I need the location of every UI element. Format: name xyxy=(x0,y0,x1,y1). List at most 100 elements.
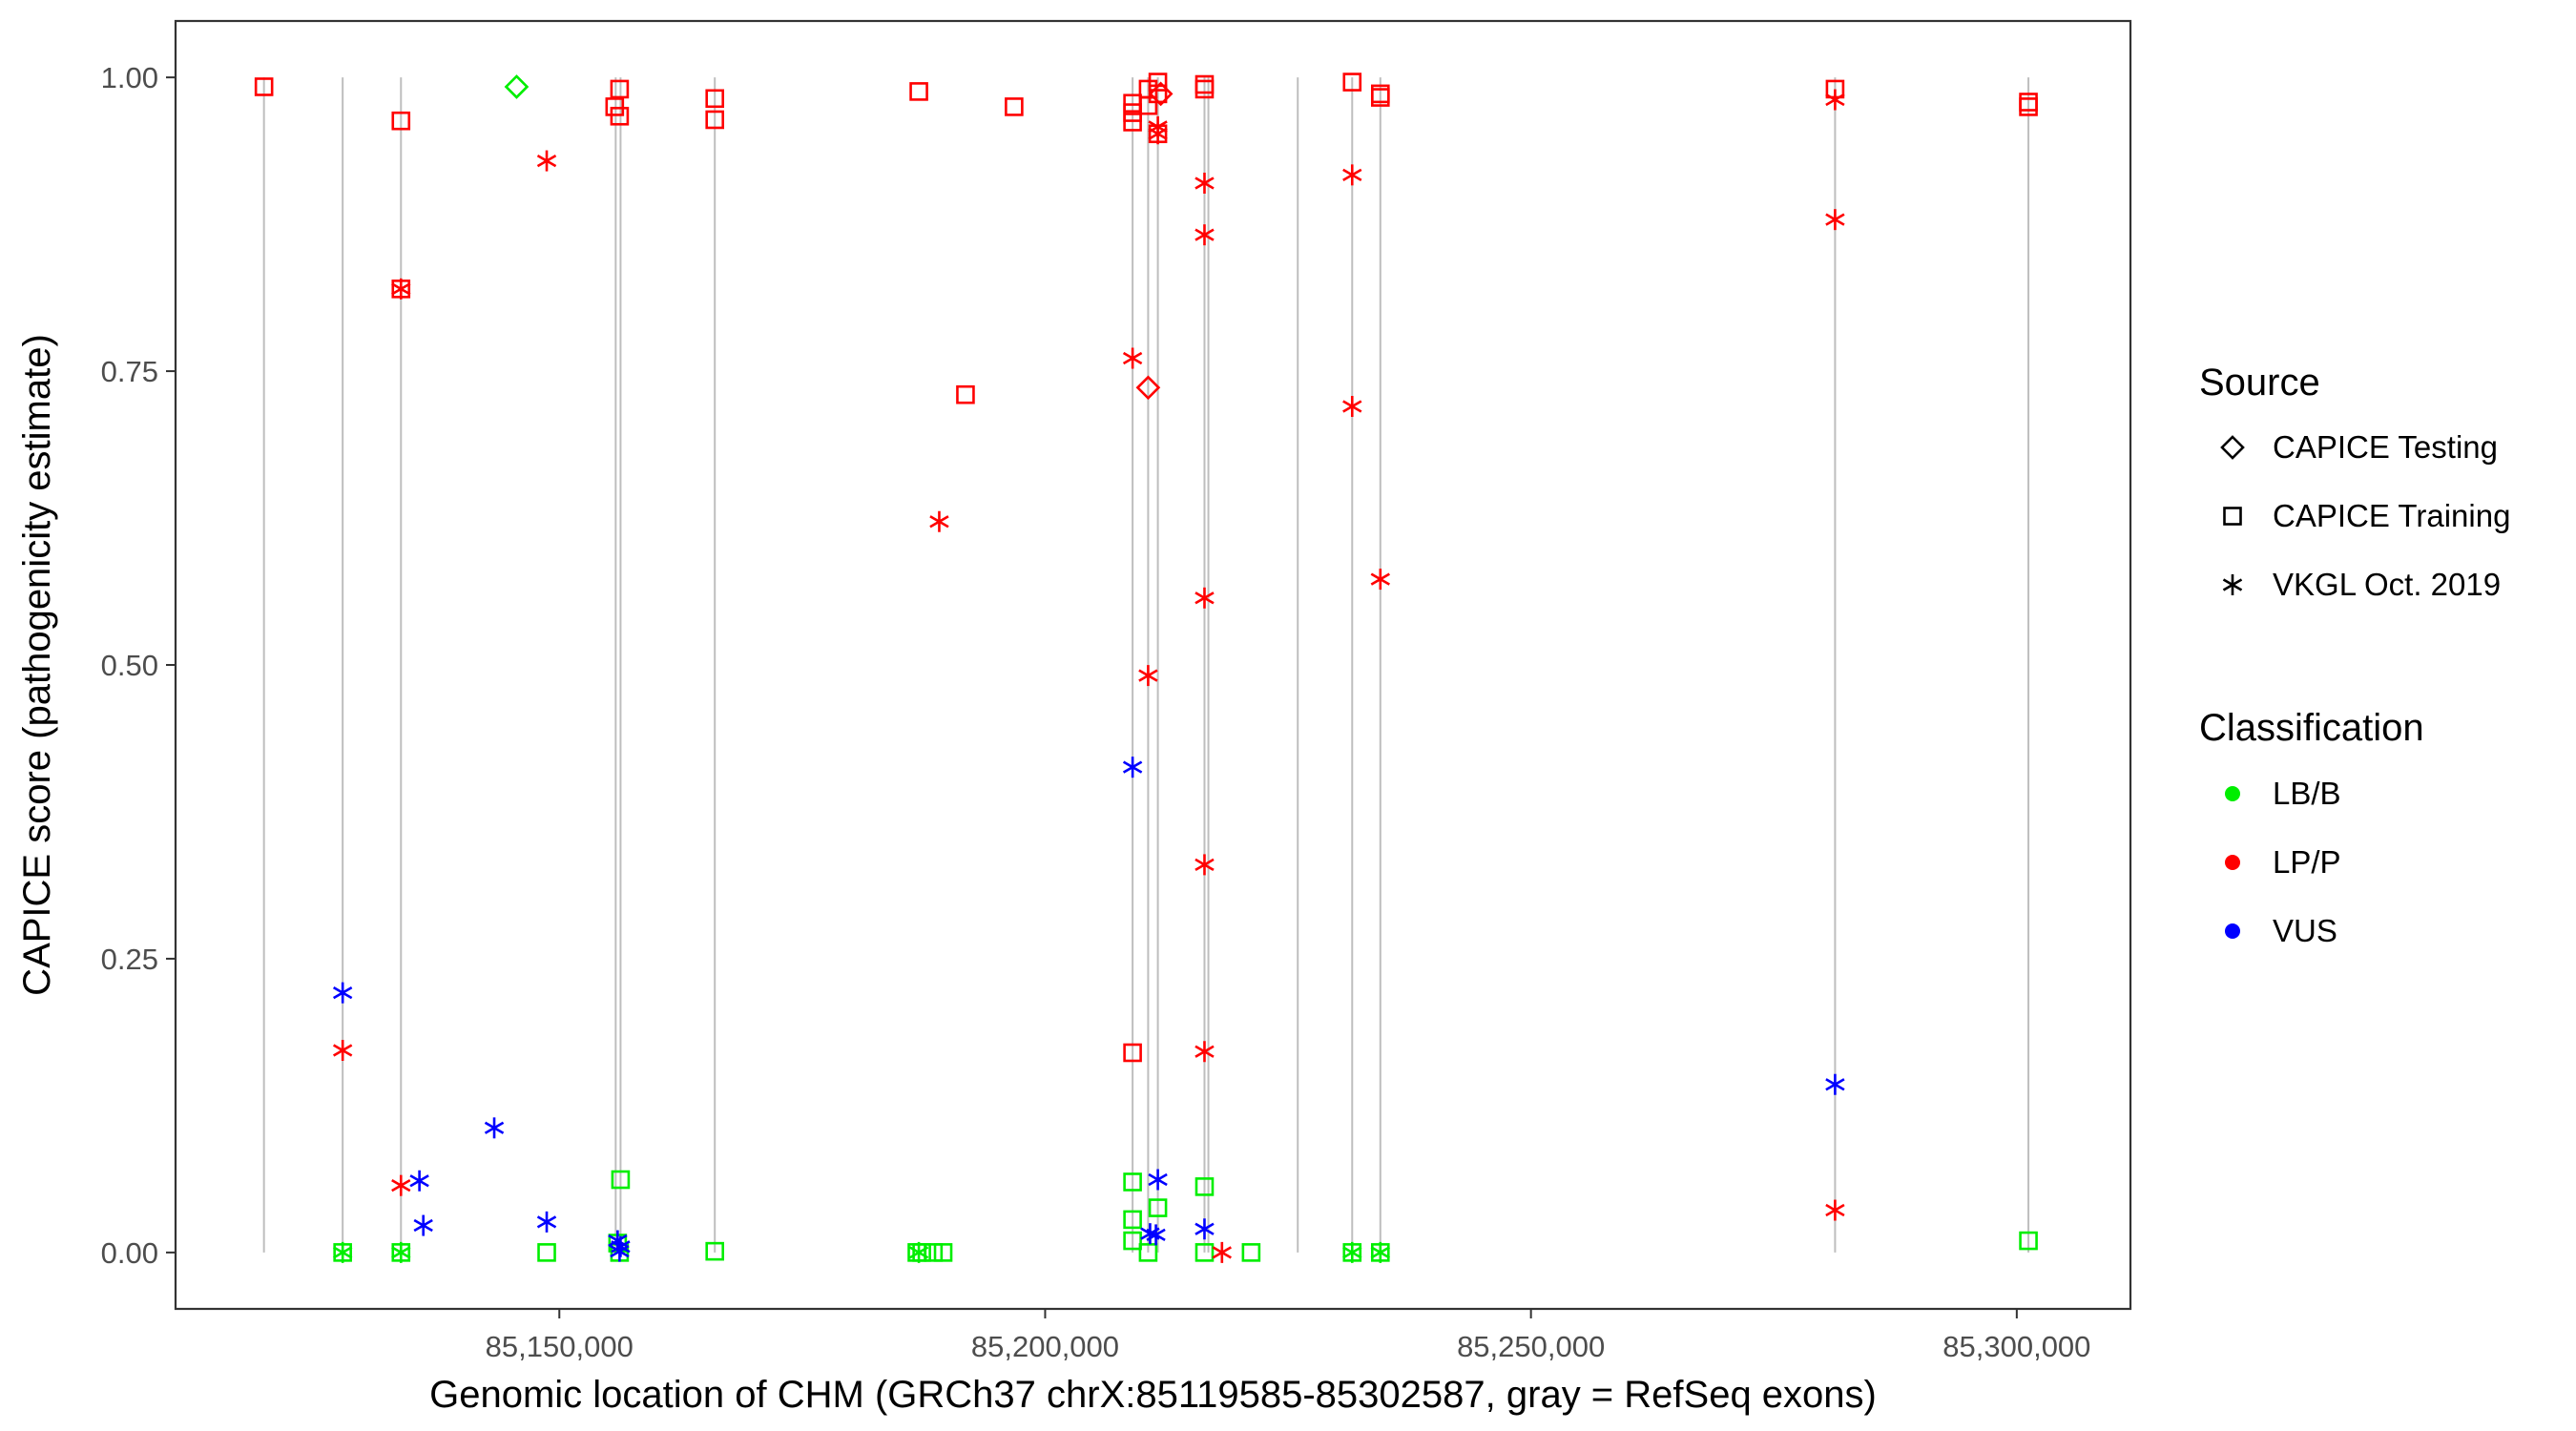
data-point xyxy=(2019,1231,2038,1251)
legend-classification-key xyxy=(2225,855,2240,870)
data-point xyxy=(2019,97,2038,116)
data-point xyxy=(705,89,725,109)
legend-source-key xyxy=(2222,574,2243,595)
data-point xyxy=(1195,587,1215,609)
data-point xyxy=(1138,1243,1158,1262)
data-point xyxy=(1195,854,1215,876)
data-point xyxy=(409,1170,429,1192)
data-point xyxy=(1195,1041,1215,1063)
data-point xyxy=(610,79,630,99)
data-point xyxy=(909,82,928,101)
legend-classification-items: LB/B LP/P VUS xyxy=(2225,776,2341,948)
data-point xyxy=(1370,569,1390,591)
data-point xyxy=(1148,1169,1168,1191)
data-point xyxy=(1148,73,1168,92)
data-point xyxy=(1342,396,1362,418)
x-axis-title: Genomic location of CHM (GRCh37 chrX:851… xyxy=(429,1374,1877,1416)
data-point xyxy=(610,106,630,126)
data-point xyxy=(1135,375,1161,401)
data-point xyxy=(1005,97,1024,116)
x-tick-label: 85,250,000 xyxy=(1457,1330,1605,1363)
data-point xyxy=(1195,1218,1215,1240)
data-point xyxy=(1138,95,1158,115)
data-point xyxy=(1370,1241,1390,1263)
data-point xyxy=(1371,88,1390,107)
data-point xyxy=(1123,1043,1142,1063)
y-tick-label: 0.75 xyxy=(101,355,158,388)
data-point xyxy=(536,1211,557,1233)
data-point xyxy=(1195,1243,1215,1262)
data-points xyxy=(254,73,2038,1263)
data-point xyxy=(1146,1224,1166,1246)
y-tick-label: 0.25 xyxy=(101,943,158,976)
data-point xyxy=(254,77,274,96)
data-point xyxy=(391,111,411,131)
data-point xyxy=(1342,1241,1362,1263)
legend-classification-title: Classification xyxy=(2199,707,2424,749)
data-point xyxy=(1825,1073,1845,1095)
legend-source-label: VKGL Oct. 2019 xyxy=(2273,567,2501,602)
data-point xyxy=(912,1243,931,1262)
data-point xyxy=(1148,1198,1168,1217)
x-tick-label: 85,300,000 xyxy=(1942,1330,2090,1363)
data-point xyxy=(705,110,725,130)
data-point xyxy=(1825,1199,1845,1221)
y-tick-label: 0.00 xyxy=(101,1236,158,1270)
data-point xyxy=(536,150,557,172)
data-point xyxy=(1138,665,1158,687)
data-point xyxy=(391,278,411,300)
legend-classification-key xyxy=(2225,923,2240,939)
data-point xyxy=(956,384,975,404)
data-point xyxy=(391,1174,411,1196)
axes: 0.00 0.25 0.50 0.75 1.00 85,150,000 85,200,000… xyxy=(101,61,2091,1363)
data-point xyxy=(1195,224,1215,246)
y-tick-label: 1.00 xyxy=(101,61,158,94)
legend-source-title: Source xyxy=(2199,362,2320,404)
data-point xyxy=(610,1240,630,1262)
data-point xyxy=(1148,123,1168,145)
data-point xyxy=(705,1241,725,1261)
data-point xyxy=(1123,1231,1142,1251)
data-point xyxy=(1241,1243,1261,1262)
data-point xyxy=(924,1243,944,1262)
data-point xyxy=(1123,1210,1142,1230)
y-tick-label: 0.50 xyxy=(101,649,158,682)
data-point xyxy=(1825,209,1845,231)
data-point xyxy=(1195,172,1215,194)
data-point xyxy=(504,74,530,99)
data-point xyxy=(1195,79,1215,99)
legend-source-label: CAPICE Training xyxy=(2273,498,2510,533)
exon-lines xyxy=(262,77,2030,1253)
data-point xyxy=(332,1040,353,1062)
data-point xyxy=(908,1241,929,1263)
data-point xyxy=(484,1117,505,1139)
data-point xyxy=(1122,347,1143,369)
data-point xyxy=(605,97,625,116)
data-point xyxy=(391,1241,411,1263)
data-point xyxy=(1212,1241,1232,1263)
data-point xyxy=(933,1243,953,1262)
data-point xyxy=(1825,89,1845,111)
data-point xyxy=(1123,113,1142,132)
data-point xyxy=(1342,73,1362,92)
y-axis-title: CAPICE score (pathogenicity estimate) xyxy=(16,334,58,996)
data-point xyxy=(537,1243,556,1262)
legend-source-items: CAPICE Testing CAPICE Training VKGL Oct. 2… xyxy=(2220,429,2510,602)
legend-classification-label: LB/B xyxy=(2273,776,2341,811)
x-tick-label: 85,150,000 xyxy=(486,1330,634,1363)
legend-source-key xyxy=(2223,507,2242,526)
legend-classification-label: LP/P xyxy=(2273,844,2341,880)
data-point xyxy=(1342,164,1362,186)
legend-classification-key xyxy=(2225,786,2240,801)
legend-source-label: CAPICE Testing xyxy=(2273,429,2498,465)
data-point xyxy=(1195,1177,1215,1196)
data-point xyxy=(1123,1172,1142,1192)
legend: Source CAPICE Testing CAPICE Training VKGL… xyxy=(2199,362,2510,948)
legend-classification-label: VUS xyxy=(2273,913,2337,948)
legend-source-key xyxy=(2220,435,2245,460)
data-point xyxy=(1148,81,1174,107)
data-point xyxy=(332,982,353,1004)
data-point xyxy=(611,1170,631,1190)
x-tick-label: 85,200,000 xyxy=(971,1330,1119,1363)
